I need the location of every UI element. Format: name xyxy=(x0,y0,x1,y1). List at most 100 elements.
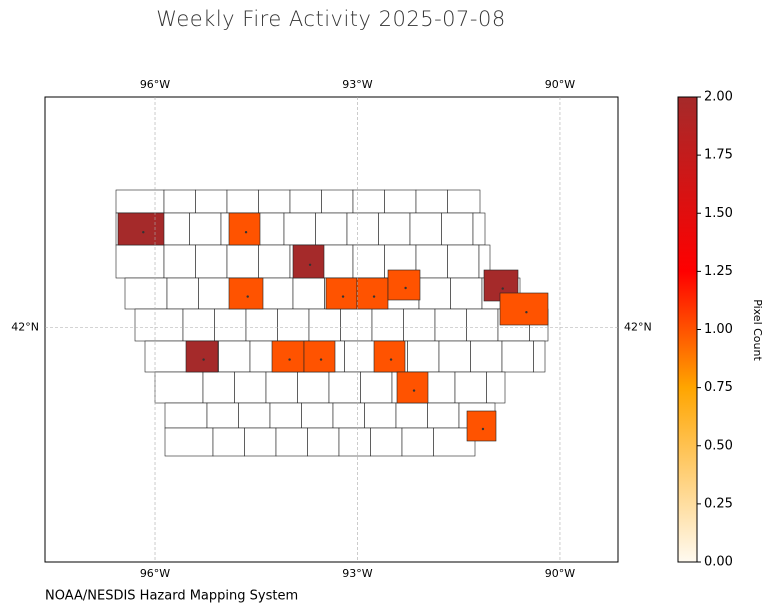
county xyxy=(407,340,440,373)
fire-county xyxy=(117,212,165,246)
county xyxy=(441,212,474,246)
county xyxy=(401,427,434,457)
county xyxy=(214,308,247,342)
county xyxy=(308,308,341,342)
county xyxy=(154,371,204,404)
county xyxy=(447,189,481,214)
county xyxy=(297,371,330,404)
county xyxy=(434,308,467,342)
fire-point xyxy=(288,358,291,361)
county xyxy=(418,277,451,310)
lon-label: 96°W xyxy=(140,567,170,580)
county xyxy=(450,277,483,310)
county xyxy=(360,371,393,404)
fire-county xyxy=(499,292,549,326)
county xyxy=(328,371,361,404)
county xyxy=(415,244,448,279)
county xyxy=(454,371,487,404)
county xyxy=(134,308,184,342)
county xyxy=(301,402,334,429)
fire-county xyxy=(303,340,336,373)
fire-point xyxy=(142,231,145,234)
county xyxy=(344,340,377,373)
fire-county xyxy=(466,410,497,442)
county xyxy=(218,340,251,373)
county xyxy=(470,340,503,373)
colorbar-tick-label: 0.00 xyxy=(704,555,733,570)
fire-point xyxy=(389,358,393,361)
county xyxy=(238,402,271,429)
lon-label: 93°W xyxy=(342,78,372,91)
county xyxy=(321,189,354,214)
colorbar-tick-label: 0.50 xyxy=(704,438,733,453)
lon-label: 90°W xyxy=(545,567,575,580)
county xyxy=(371,308,404,342)
map-frame xyxy=(44,96,619,563)
county xyxy=(289,189,322,214)
county xyxy=(163,189,196,214)
county xyxy=(370,427,403,457)
county xyxy=(292,277,325,310)
county xyxy=(275,427,308,457)
county xyxy=(198,277,231,310)
fire-county xyxy=(356,277,389,310)
county xyxy=(212,427,245,457)
colorbar-tick-label: 0.25 xyxy=(704,496,733,511)
fire-county xyxy=(387,269,421,301)
county xyxy=(340,308,373,342)
lat-label: 42°N xyxy=(11,320,39,333)
county xyxy=(234,371,267,404)
colorbar-tick-label: 0.75 xyxy=(704,380,733,395)
county xyxy=(277,308,310,342)
county xyxy=(438,340,471,373)
source-note: NOAA/NESDIS Hazard Mapping System xyxy=(45,589,298,604)
county xyxy=(447,244,480,279)
county xyxy=(226,244,259,279)
county xyxy=(189,212,222,246)
county xyxy=(115,244,165,279)
county xyxy=(202,371,235,404)
lon-label: 93°W xyxy=(342,567,372,580)
lon-label: 90°W xyxy=(545,78,575,91)
county xyxy=(395,402,428,429)
lon-label: 96°W xyxy=(140,78,170,91)
fire-county xyxy=(373,340,406,373)
fire-point xyxy=(319,358,323,361)
county xyxy=(466,308,499,342)
map-title: Weekly Fire Activity 2025-07-08 xyxy=(156,7,505,31)
county xyxy=(269,402,302,429)
colorbar-tick-label: 1.00 xyxy=(704,322,733,337)
fire-point xyxy=(412,389,416,392)
colorbar-label: Pixel Count xyxy=(751,299,764,361)
county xyxy=(533,340,546,373)
county xyxy=(409,212,442,246)
county xyxy=(378,212,411,246)
county xyxy=(346,212,379,246)
county xyxy=(427,402,460,429)
fire-point xyxy=(501,287,504,290)
county xyxy=(195,189,228,214)
county-layer xyxy=(115,189,549,457)
fire-county xyxy=(271,340,305,373)
county xyxy=(283,212,316,246)
county xyxy=(364,402,397,429)
county xyxy=(258,189,291,214)
fire-point xyxy=(308,263,312,266)
fire-point xyxy=(202,358,205,361)
county xyxy=(226,189,259,214)
county xyxy=(124,277,168,310)
fire-point xyxy=(244,231,248,234)
county xyxy=(307,427,340,457)
fire-county xyxy=(185,340,219,373)
fire-county xyxy=(228,212,261,246)
county xyxy=(195,244,228,279)
county xyxy=(245,308,278,342)
fire-point xyxy=(341,295,345,298)
fire-point xyxy=(525,311,528,314)
county xyxy=(244,427,277,457)
county xyxy=(164,427,214,457)
fire-county xyxy=(228,277,264,310)
fire-county xyxy=(292,244,325,279)
county xyxy=(261,277,294,310)
